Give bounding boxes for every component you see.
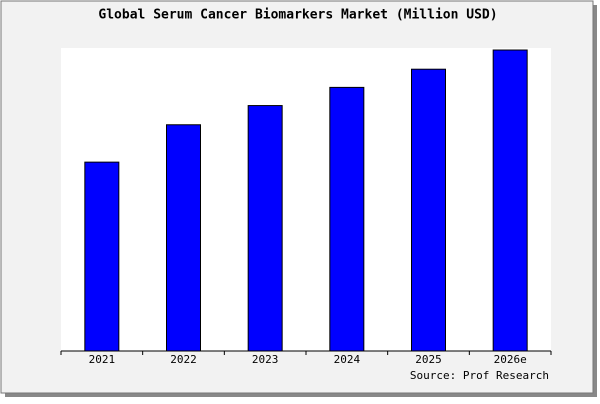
bar	[411, 68, 446, 352]
bar	[166, 124, 201, 352]
x-tick-label: 2025	[415, 353, 442, 366]
bar	[329, 86, 365, 352]
chart-title: Global Serum Cancer Biomarkers Market (M…	[98, 8, 497, 23]
bar	[492, 49, 528, 352]
x-tick-label: 2026e	[494, 353, 527, 366]
source: Source: Prof Research	[410, 369, 549, 382]
bar	[84, 161, 120, 352]
x-tick-label: 2021	[89, 353, 116, 366]
plot-area	[61, 48, 551, 351]
x-tick-label: 2022	[170, 353, 197, 366]
x-tick-label: 2023	[252, 353, 279, 366]
bar	[247, 105, 283, 352]
x-tick-label: 2024	[334, 353, 361, 366]
